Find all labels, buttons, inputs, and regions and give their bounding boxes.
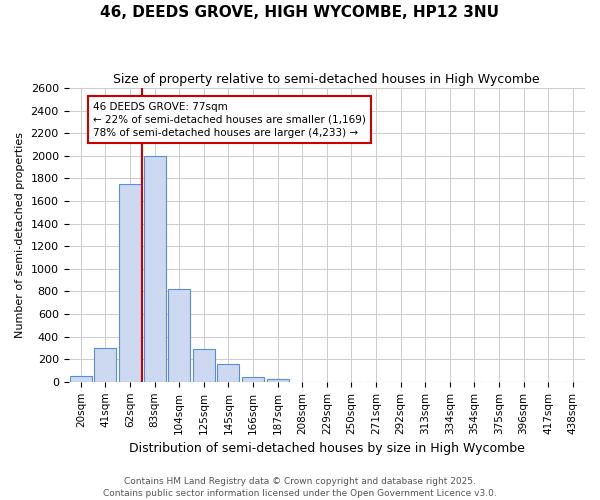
Bar	[217, 364, 239, 382]
Title: Size of property relative to semi-detached houses in High Wycombe: Size of property relative to semi-detach…	[113, 72, 540, 86]
X-axis label: Distribution of semi-detached houses by size in High Wycombe: Distribution of semi-detached houses by …	[129, 442, 525, 455]
Bar	[143, 156, 166, 382]
Text: 46 DEEDS GROVE: 77sqm
← 22% of semi-detached houses are smaller (1,169)
78% of s: 46 DEEDS GROVE: 77sqm ← 22% of semi-deta…	[93, 102, 366, 138]
Bar	[70, 376, 92, 382]
Bar	[193, 349, 215, 382]
Text: Contains HM Land Registry data © Crown copyright and database right 2025.
Contai: Contains HM Land Registry data © Crown c…	[103, 476, 497, 498]
Y-axis label: Number of semi-detached properties: Number of semi-detached properties	[15, 132, 25, 338]
Bar	[119, 184, 141, 382]
Text: 46, DEEDS GROVE, HIGH WYCOMBE, HP12 3NU: 46, DEEDS GROVE, HIGH WYCOMBE, HP12 3NU	[101, 5, 499, 20]
Bar	[168, 289, 190, 382]
Bar	[94, 348, 116, 382]
Bar	[242, 378, 264, 382]
Bar	[266, 379, 289, 382]
